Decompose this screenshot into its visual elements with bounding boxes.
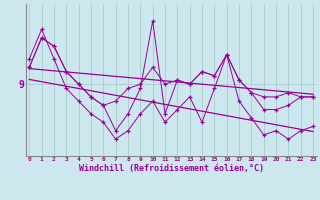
- X-axis label: Windchill (Refroidissement éolien,°C): Windchill (Refroidissement éolien,°C): [79, 164, 264, 173]
